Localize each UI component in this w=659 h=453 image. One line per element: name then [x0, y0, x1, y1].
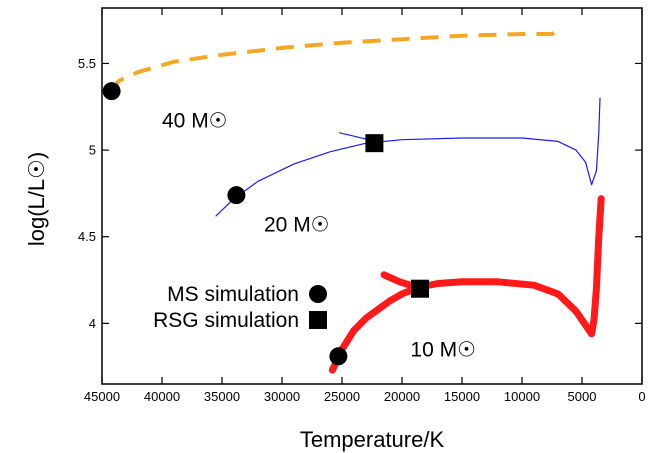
y-axis: 4 4.5 5 5.5 — [78, 56, 642, 331]
ms-marker-3 — [329, 347, 348, 366]
y-tick-label-5-5: 5.5 — [78, 56, 96, 71]
x-tick-label-10000: 10000 — [504, 389, 540, 404]
annotation-10-m: 10 M☉ — [410, 338, 476, 361]
annotation-layer: 40 M☉ 20 M☉ 10 M☉ — [162, 110, 476, 362]
series-line-20-m — [215, 97, 601, 217]
annotation-40-m: 40 M☉ — [162, 110, 228, 133]
series-line-40-m — [109, 28, 562, 93]
series-line-20-m-start — [339, 132, 369, 141]
y-axis-title: log(L/L☉) — [24, 152, 49, 246]
ms-marker-2 — [227, 186, 246, 205]
x-tick-label-40000: 40000 — [144, 389, 180, 404]
y-tick-label-4: 4 — [89, 316, 96, 331]
x-tick-label-25000: 25000 — [324, 389, 360, 404]
legend-label-ms-simulation: MS simulation — [167, 283, 299, 306]
legend-marker-rsg-simulation — [309, 311, 327, 329]
series-line-10-m-start — [380, 271, 420, 291]
rsg-marker-2 — [411, 279, 429, 298]
x-tick-label-30000: 30000 — [264, 389, 300, 404]
ms-marker-1 — [102, 82, 121, 101]
x-tick-label-20000: 20000 — [384, 389, 420, 404]
x-tick-label-35000: 35000 — [204, 389, 240, 404]
x-axis-title: Temperature/K — [300, 427, 445, 452]
annotation-20-m: 20 M☉ — [264, 214, 330, 237]
marker-layer — [102, 82, 429, 366]
y-tick-label-5: 5 — [89, 143, 96, 158]
x-tick-label-0: 0 — [638, 389, 645, 404]
y-tick-label-4-5: 4.5 — [78, 229, 96, 244]
x-axis: 45000 40000 35000 30000 25000 20000 15000 10000… — [84, 8, 646, 404]
legend-marker-ms-simulation — [309, 285, 327, 303]
series-layer — [109, 28, 605, 374]
plot-frame — [101, 7, 643, 385]
x-tick-label-15000: 15000 — [444, 389, 480, 404]
x-tick-label-5000: 5000 — [568, 389, 597, 404]
x-tick-label-45000: 45000 — [84, 389, 120, 404]
series-line-10-m — [328, 195, 605, 374]
legend: MS simulation RSG simulation — [153, 283, 327, 332]
legend-label-rsg-simulation: RSG simulation — [153, 309, 299, 332]
rsg-marker-1 — [365, 134, 384, 153]
